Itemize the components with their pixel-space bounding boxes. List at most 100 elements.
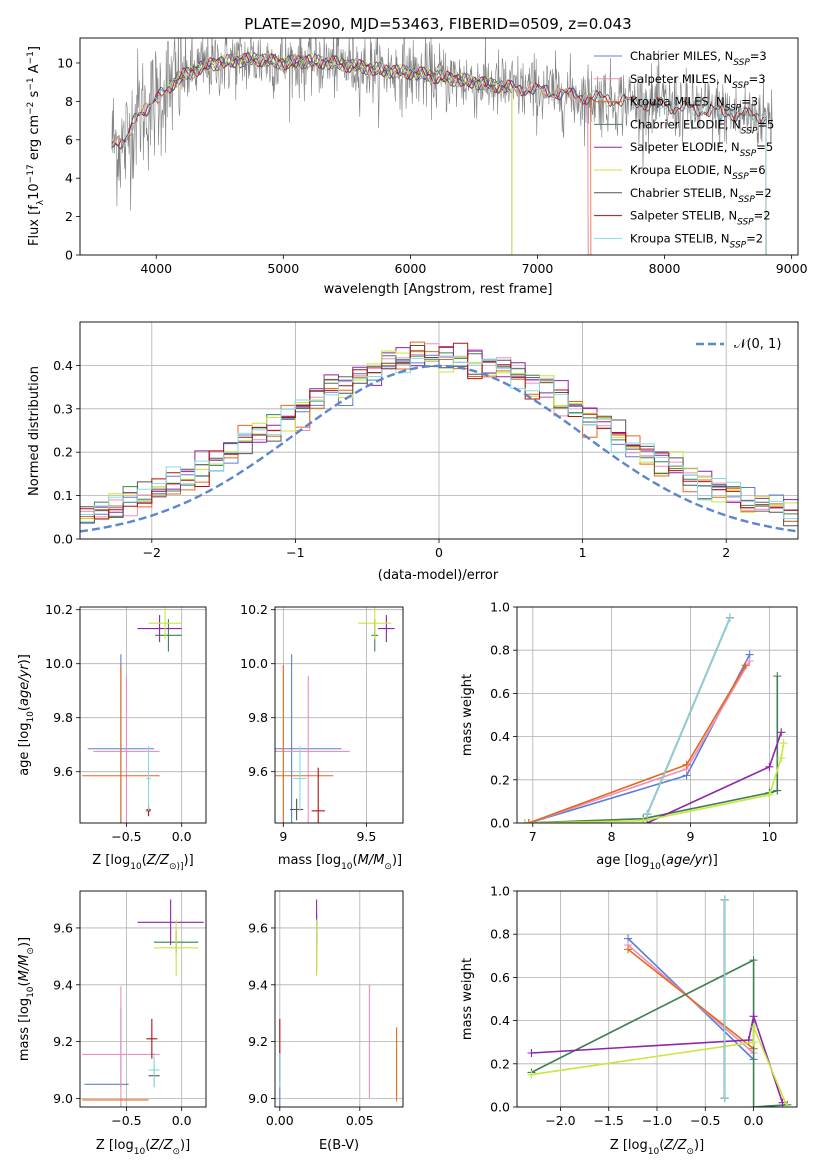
- y-tick-label: 0.0: [490, 816, 510, 831]
- massweight-line: [528, 660, 751, 823]
- legend-label: Salpeter MILES, NSSP=3: [630, 72, 766, 91]
- x-tick-label: 9: [687, 829, 695, 844]
- label-part: Chabrier ELODIE, N: [630, 117, 741, 131]
- label-part: SSP: [740, 149, 757, 159]
- label-part: SSP: [738, 195, 755, 205]
- x-tick-label: 9.5: [356, 829, 376, 844]
- massweight_vs_Z-axes: −2.0 −1.5 −1.0 −0.5 0.0 0.0 0.2 0.4 0.6 0.8 1.0 mas…: [460, 884, 798, 1157]
- plot-area: [82, 607, 182, 823]
- plot-area: [279, 899, 398, 1107]
- legend-label: Salpeter STELIB, NSSP=2: [630, 209, 771, 228]
- x-tick-label: 6000: [395, 261, 427, 276]
- x-tick-label: 9: [279, 829, 287, 844]
- label-part: M/M: [17, 955, 32, 982]
- y-tick-label: 6: [65, 132, 73, 147]
- legend-label: Kroupa ELODIE, NSSP=6: [630, 163, 766, 182]
- plot-area: [80, 341, 798, 539]
- y-tick-label: 9.4: [248, 977, 268, 992]
- histogram-kroupa-stelib: [80, 355, 798, 539]
- y-tick-label: 0.2: [53, 445, 73, 460]
- mass-vs-ebv-x-label: E(B-V): [319, 1138, 359, 1153]
- label-part: −2: [26, 102, 36, 115]
- label-part: Flux [f: [27, 205, 42, 246]
- y-tick-label: 8: [65, 94, 73, 109]
- massweight-marker: [643, 810, 652, 819]
- label-part: 10: [26, 711, 36, 723]
- massweight-marker: [720, 1094, 729, 1103]
- x-tick-label: −0.5: [690, 1113, 720, 1128]
- x-tick-label: −0.5: [111, 1113, 141, 1128]
- label-part: Z/Z: [149, 1138, 173, 1153]
- label-part: 10: [27, 183, 42, 200]
- label-part: SSP: [741, 126, 758, 136]
- residuals-axes: −2 −1 0 1 2 0.0 0.1 0.2 0.3 0.4 𝒩(0, 1) (data-model…: [27, 321, 799, 583]
- legend-label: Kroupa STELIB, NSSP=2: [630, 231, 763, 250]
- massweight-marker: [527, 1049, 536, 1057]
- y-tick-label: 0.4: [490, 729, 510, 744]
- label-part: SSP: [732, 172, 749, 182]
- normal-legend-label: 𝒩(0, 1): [734, 337, 781, 352]
- x-tick-label: 0.0: [172, 829, 192, 844]
- y-tick-label: 0.0: [490, 1100, 510, 1115]
- plot-area: [520, 613, 788, 823]
- massweight-marker: [624, 945, 633, 954]
- legend-label: Salpeter ELODIE, NSSP=5: [630, 140, 773, 159]
- plot-area: [275, 607, 395, 823]
- label-part: SSP: [737, 218, 754, 228]
- massweight_vs_age-axes: 7 8 9 10 0.0 0.2 0.4 0.6 0.8 1.0 mass weight age [l…: [460, 600, 798, 872]
- y-tick-label: 0.2: [490, 772, 510, 787]
- label-part: −17: [26, 164, 36, 183]
- model-line-chabrier-stelib: [111, 52, 767, 255]
- x-tick-label: 0.05: [346, 1113, 374, 1128]
- mass_vs_ebv-axes: 0.00 0.05 9.0 9.2 9.4 9.6 E(B-V): [248, 890, 404, 1153]
- x-tick-label: −2: [143, 545, 161, 560]
- y-tick-label: 0.1: [53, 488, 73, 503]
- label-part: =2: [754, 209, 771, 223]
- plot-area: [111, 38, 773, 255]
- label-part: ⊙: [384, 862, 392, 872]
- y-tick-label: 9.6: [53, 920, 73, 935]
- axes-frame: [79, 606, 207, 824]
- y-tick-label: 0.8: [490, 643, 510, 658]
- x-tick-label: −1: [286, 545, 304, 560]
- label-part: 10: [134, 1147, 146, 1157]
- y-tick-label: 10.0: [45, 656, 73, 671]
- x-tick-label: 1: [579, 545, 587, 560]
- y-tick-label: 0.8: [490, 927, 510, 942]
- age_vs_mass-axes: 9 9.5 9.6 9.8 10.0 10.2 mass [log10(M/M⊙)]: [240, 602, 404, 872]
- normal-curve: [80, 364, 798, 533]
- label-part: Kroupa ELODIE, N: [630, 163, 732, 177]
- massweight-marker: [749, 1103, 758, 1107]
- label-part: (: [661, 853, 666, 868]
- label-part: Kroupa STELIB, N: [630, 231, 730, 245]
- spectrum-x-label: wavelength [Angstrom, rest frame]: [324, 282, 553, 297]
- label-part: −1: [26, 51, 36, 64]
- y-tick-label: 0.4: [53, 358, 73, 373]
- label-part: ⊙: [172, 1147, 180, 1157]
- massweight-z-x-label: Z [log10(Z/Z⊙)]: [610, 1138, 704, 1157]
- legend-label: Chabrier ELODIE, NSSP=5: [630, 117, 774, 136]
- label-part: =5: [756, 140, 773, 154]
- label-part: mass [log: [278, 853, 341, 868]
- label-part: Z [log: [96, 1138, 134, 1153]
- axes-frame: [274, 890, 404, 1108]
- y-tick-label: 2: [65, 209, 73, 224]
- massweight-marker: [765, 762, 774, 771]
- label-part: 10: [648, 1147, 660, 1157]
- y-tick-label: 9.6: [248, 764, 268, 779]
- x-tick-label: 9000: [776, 261, 808, 276]
- spectrum-axes: 4000 5000 6000 7000 8000 9000 0 2 4 6 8 10 Chabrier …: [26, 37, 808, 297]
- label-part: Chabrier STELIB, N: [630, 186, 738, 200]
- age-vs-z-x-label: Z [log10(Z/Z⊙)])]: [92, 853, 193, 872]
- label-part: 10: [341, 862, 353, 872]
- label-part: )]: [184, 853, 194, 868]
- massweight-line: [646, 617, 731, 815]
- label-part: −1: [26, 77, 36, 90]
- label-part: ⊙: [686, 1147, 694, 1157]
- massweight-marker: [765, 790, 774, 799]
- y-tick-label: 10.0: [240, 656, 268, 671]
- axes-frame: [516, 890, 798, 1108]
- massweight-marker: [749, 956, 758, 965]
- label-part: =3: [750, 49, 767, 63]
- y-tick-label: 10.2: [45, 602, 73, 617]
